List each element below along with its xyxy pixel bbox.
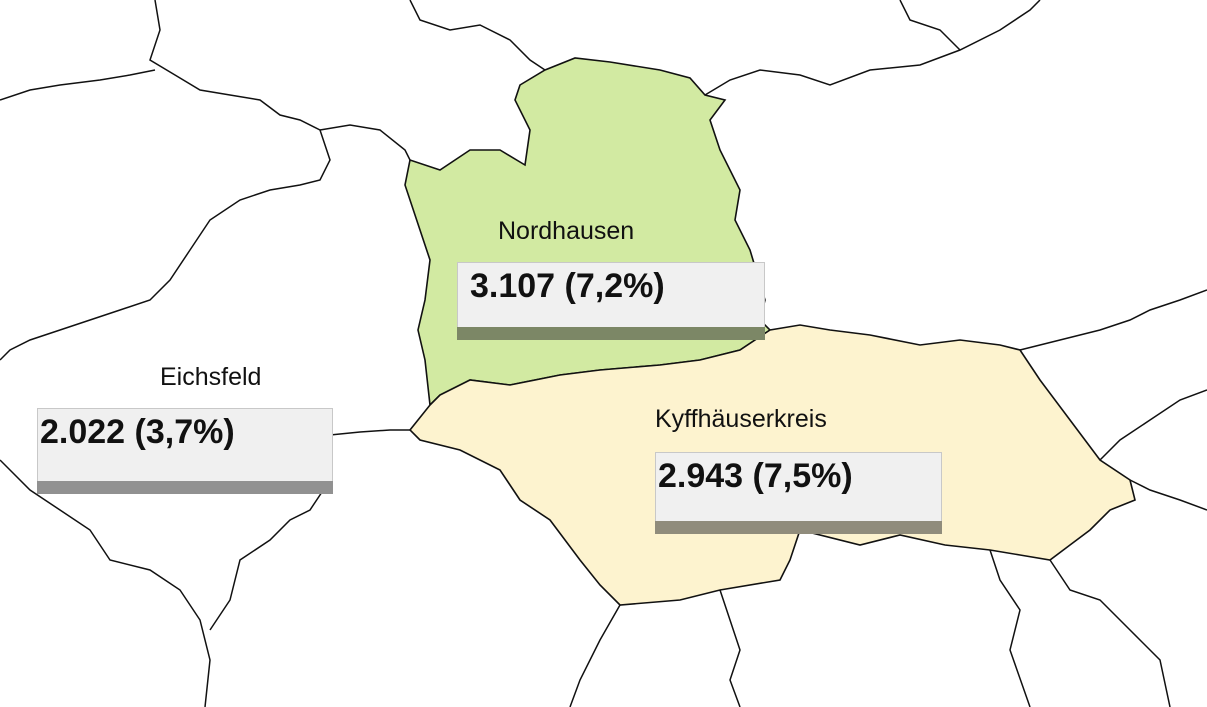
box-shadow: [37, 481, 333, 494]
box-shadow: [655, 521, 942, 534]
border-line: [329, 429, 410, 436]
border-line: [1099, 389, 1207, 461]
region-label-nordhausen: Nordhausen: [498, 217, 635, 245]
value-eichsfeld: 2.022 (3,7%): [40, 413, 235, 451]
region-label-eichsfeld: Eichsfeld: [160, 363, 262, 391]
border-line: [319, 124, 411, 161]
border-line: [704, 0, 1041, 96]
region-label-kyffhaeuserkreis: Kyffhäuserkreis: [655, 405, 827, 433]
value-kyffhaeuserkreis: 2.943 (7,5%): [658, 457, 853, 495]
border-line: [1129, 479, 1207, 511]
border-line: [899, 0, 961, 51]
border-line: [719, 589, 741, 707]
border-line: [569, 604, 621, 707]
border-line: [209, 479, 331, 631]
value-box-eichsfeld: 2.022 (3,7%): [37, 408, 333, 494]
value-box-kyffhaeuserkreis: 2.943 (7,5%): [655, 452, 942, 534]
value-nordhausen: 3.107 (7,2%): [470, 267, 665, 305]
border-line: [409, 0, 546, 71]
border-line: [0, 0, 331, 361]
value-box-nordhausen: 3.107 (7,2%): [457, 262, 765, 340]
box-shadow: [457, 327, 765, 340]
border-line: [0, 459, 211, 707]
border-line: [0, 69, 156, 101]
border-line: [1049, 559, 1171, 707]
border-line: [989, 549, 1031, 707]
border-line: [1019, 289, 1207, 351]
